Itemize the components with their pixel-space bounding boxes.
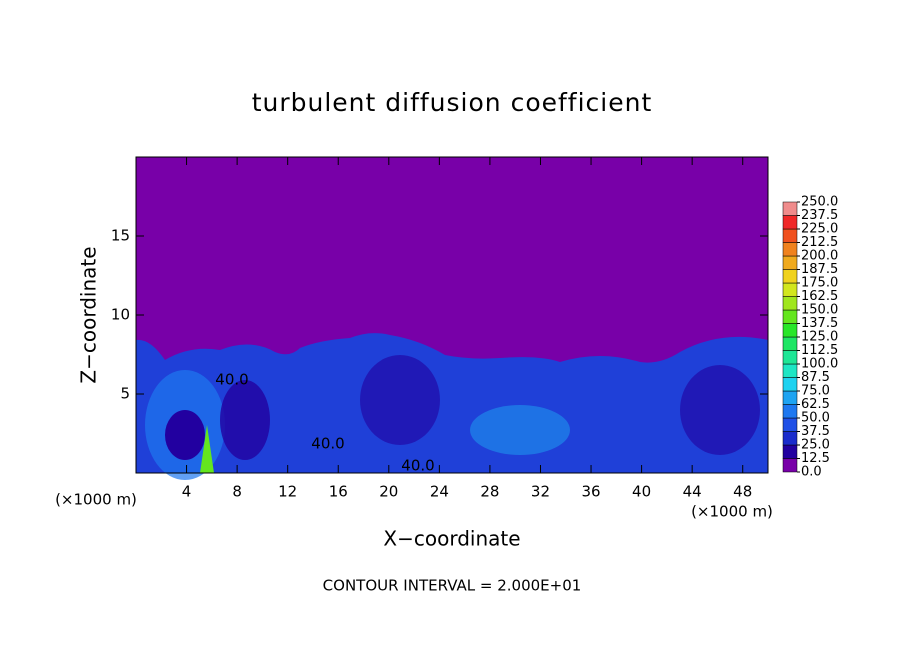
contour-label: 40.0 xyxy=(311,435,344,453)
x-unit-label: (×1000 m) xyxy=(691,503,773,521)
colorbar-label: 187.5 xyxy=(801,262,838,277)
contour-label: 40.0 xyxy=(401,457,434,475)
colorbar-label: 150.0 xyxy=(801,303,838,318)
colorbar-swatch xyxy=(782,390,798,405)
colorbar-swatch xyxy=(782,201,798,216)
colorbar-label: 137.5 xyxy=(801,316,838,331)
colorbar-label: 75.0 xyxy=(801,384,830,399)
plume xyxy=(200,425,214,473)
y-tick-label: 5 xyxy=(120,385,130,403)
colorbar-swatch xyxy=(782,269,798,284)
colorbar-label: 50.0 xyxy=(801,411,830,426)
colorbar-swatch xyxy=(782,363,798,378)
x-tick-label: 12 xyxy=(278,483,297,501)
x-unit-label: (×1000 m) xyxy=(55,491,137,509)
y-axis-label: Z−coordinate xyxy=(77,246,101,383)
y-tick-label: 15 xyxy=(111,227,130,245)
colorbar-label: 225.0 xyxy=(801,222,838,237)
eddy xyxy=(470,405,570,455)
x-tick-label: 32 xyxy=(531,483,550,501)
colorbar-label: 250.0 xyxy=(801,195,838,210)
colorbar-swatch xyxy=(782,458,798,473)
colorbar-label: 212.5 xyxy=(801,235,838,250)
x-tick-label: 16 xyxy=(329,483,348,501)
x-tick-label: 48 xyxy=(733,483,752,501)
colorbar-swatch xyxy=(782,336,798,351)
eddy xyxy=(680,365,760,455)
chart-title: turbulent diffusion coefficient xyxy=(252,88,653,117)
colorbar-swatch xyxy=(782,282,798,297)
colorbar-swatch xyxy=(782,404,798,419)
x-tick-label: 24 xyxy=(430,483,449,501)
x-tick-label: 4 xyxy=(182,483,192,501)
colorbar-swatch xyxy=(782,444,798,459)
colorbar-label: 237.5 xyxy=(801,208,838,223)
colorbar-label: 12.5 xyxy=(801,451,830,466)
eddy xyxy=(360,355,440,445)
colorbar-label: 87.5 xyxy=(801,370,830,385)
colorbar-swatch xyxy=(782,431,798,446)
colorbar-label: 25.0 xyxy=(801,438,830,453)
x-tick-label: 40 xyxy=(632,483,651,501)
colorbar-swatch xyxy=(782,350,798,365)
colorbar-swatch xyxy=(782,417,798,432)
y-tick-label: 10 xyxy=(111,306,130,324)
colorbar-label: 162.5 xyxy=(801,289,838,304)
colorbar-label: 100.0 xyxy=(801,357,838,372)
colorbar-swatch xyxy=(782,323,798,338)
colorbar-swatch xyxy=(782,228,798,243)
colorbar-label: 175.0 xyxy=(801,276,838,291)
colorbar-swatch xyxy=(782,242,798,257)
colorbar-label: 62.5 xyxy=(801,397,830,412)
colorbar-label: 200.0 xyxy=(801,249,838,264)
turbulent-region xyxy=(136,333,768,473)
eddy xyxy=(165,410,205,460)
x-tick-label: 36 xyxy=(581,483,600,501)
colorbar-swatch xyxy=(782,215,798,230)
colorbar-label: 125.0 xyxy=(801,330,838,345)
x-tick-label: 28 xyxy=(480,483,499,501)
eddy xyxy=(220,380,270,460)
x-tick-label: 44 xyxy=(683,483,702,501)
x-axis-label: X−coordinate xyxy=(383,527,520,551)
field xyxy=(136,157,768,480)
colorbar-swatch xyxy=(782,255,798,270)
colorbar-label: 112.5 xyxy=(801,343,838,358)
x-tick-label: 20 xyxy=(379,483,398,501)
x-tick-label: 8 xyxy=(232,483,242,501)
contour-label: 40.0 xyxy=(215,371,248,389)
contour-note: CONTOUR INTERVAL = 2.000E+01 xyxy=(323,577,582,595)
colorbar-swatch xyxy=(782,377,798,392)
colorbar-swatch xyxy=(782,296,798,311)
colorbar-swatch xyxy=(782,309,798,324)
colorbar-label: 37.5 xyxy=(801,424,830,439)
colorbar-label: 0.0 xyxy=(801,465,822,480)
